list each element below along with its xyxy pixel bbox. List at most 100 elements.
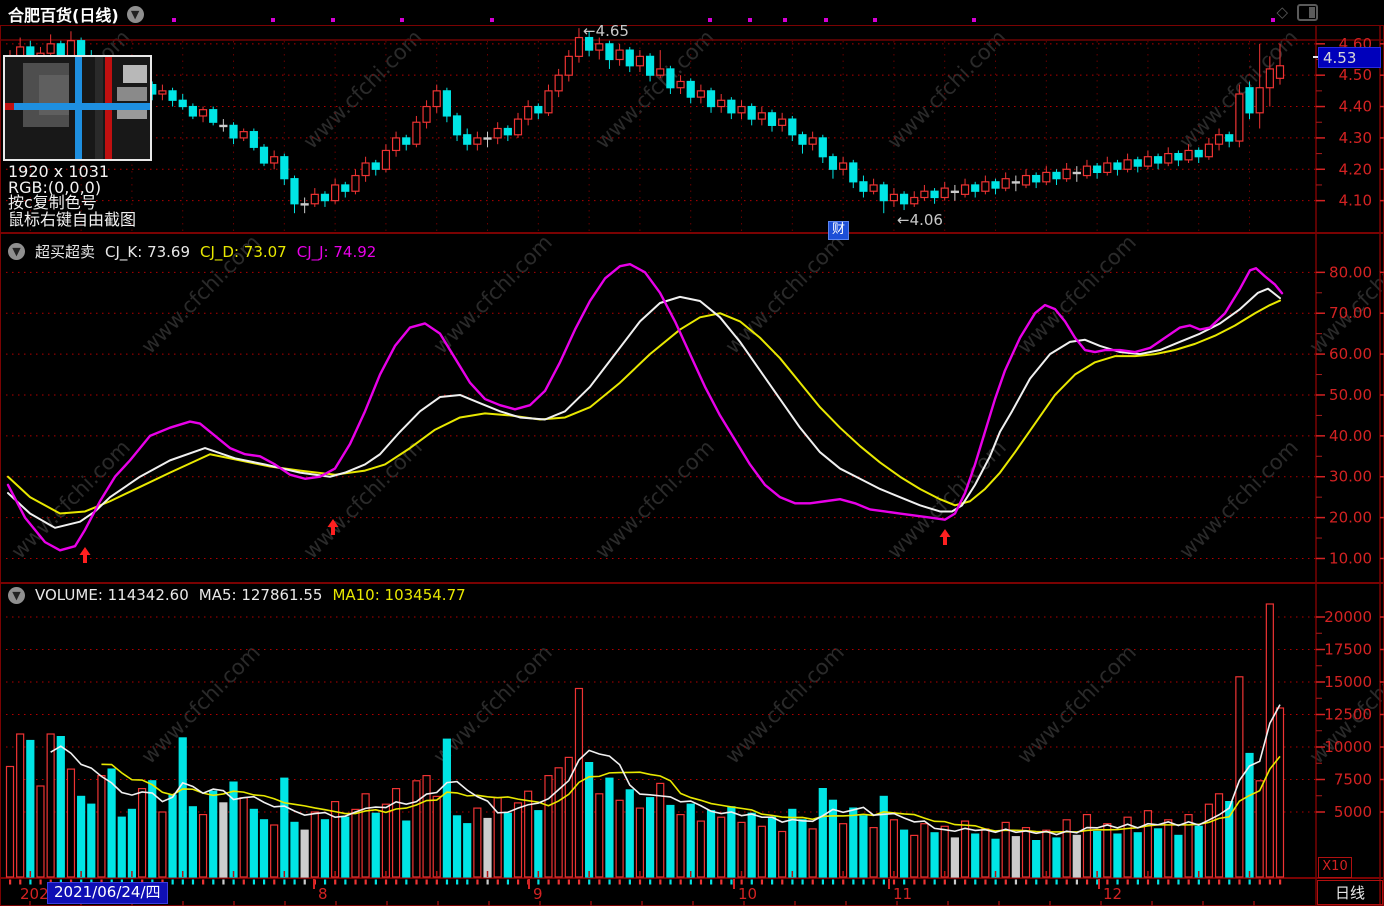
volume-bar (1032, 839, 1041, 878)
watermark: www.cfchi.com (721, 640, 849, 768)
volume-bar (1011, 836, 1020, 878)
watermark: www.cfchi.com (1013, 640, 1141, 768)
candle-body (1214, 134, 1224, 145)
volume-bar (219, 802, 228, 878)
axis-tick-label: 12500 (1324, 706, 1372, 724)
candle-body (859, 181, 868, 192)
candle-body (77, 40, 86, 57)
candle-body (666, 68, 675, 89)
day-tick (263, 879, 266, 885)
watermark: www.cfchi.com (883, 25, 1011, 153)
candle-body (1275, 65, 1285, 79)
candle-body (473, 137, 482, 145)
candle-body (463, 134, 472, 145)
day-tick (659, 879, 662, 885)
axis-tick-label: 4.10 (1339, 192, 1372, 210)
day-tick (1025, 879, 1028, 885)
candle-body (300, 203, 309, 206)
volume-bar (524, 790, 533, 878)
day-tick (202, 879, 205, 885)
copy-hint: 按c复制色号 (8, 193, 97, 212)
day-tick (293, 879, 296, 885)
watermark: www.cfchi.com (1175, 435, 1303, 563)
volume-bar (168, 794, 177, 878)
volume-bar (503, 812, 512, 878)
volume-bar (808, 828, 817, 878)
volume-bar (828, 799, 838, 878)
volume-bar (1164, 819, 1173, 878)
volume-bar (554, 767, 563, 878)
day-tick (577, 879, 581, 885)
diamond-icon[interactable]: ◇ (1276, 3, 1288, 21)
day-tick (466, 879, 469, 885)
split-window-icon[interactable] (1297, 3, 1318, 21)
stock-title: 合肥百货(日线) (8, 6, 119, 25)
volume-bar (259, 819, 269, 878)
day-tick (395, 879, 398, 885)
magnified-pixels (117, 107, 147, 119)
candle-body (503, 127, 512, 136)
axis-tick-label: 7500 (1334, 771, 1372, 789)
candle-body (381, 149, 391, 170)
day-tick (476, 879, 479, 885)
kdj-d-value: CJ_D: 73.07 (200, 242, 287, 261)
event-dot (331, 18, 335, 22)
volume-bar (361, 793, 370, 878)
watermark: www.cfchi.com (429, 230, 557, 358)
volume-bar (1245, 752, 1254, 878)
volume-bar (320, 819, 330, 878)
candle-body (595, 43, 604, 51)
resolution-readout: 1920 x 1031 (8, 162, 110, 181)
volume-bar (280, 777, 289, 878)
volume-bar (188, 806, 197, 878)
volume-bar (971, 833, 980, 878)
day-tick (1218, 879, 1221, 885)
collapse-panel-icon[interactable]: ▼ (8, 586, 25, 604)
candle-body (432, 90, 441, 108)
kdj-k-value: CJ_K: 73.69 (105, 242, 191, 261)
candle-body (981, 181, 990, 192)
day-tick (1258, 879, 1261, 885)
volume-bars (5, 603, 1285, 878)
candle-body (554, 74, 563, 92)
axis-tick-label: 80.00 (1329, 263, 1372, 281)
day-tick (699, 879, 703, 885)
candle-body (869, 184, 878, 192)
axis-tick-label: 70.00 (1329, 304, 1372, 322)
day-tick (649, 879, 652, 885)
month-label: 11 (893, 885, 913, 903)
day-tick (588, 879, 591, 885)
candlestick-series (5, 28, 1285, 214)
finance-badge[interactable]: 财 (828, 221, 849, 240)
day-tick (689, 879, 692, 885)
day-tick (29, 879, 32, 885)
day-tick (933, 879, 936, 885)
day-tick (181, 879, 184, 885)
collapse-panel-icon[interactable]: ▼ (8, 243, 25, 260)
watermark-layer: www.cfchi.com www.cfchi.com www.cfchi.com w… (7, 25, 1384, 768)
watermark: www.cfchi.com (299, 435, 427, 563)
candle-body (778, 118, 787, 126)
month-label: 10 (738, 885, 758, 903)
chevron-down-icon[interactable]: ▼ (126, 5, 144, 23)
volume-bar (473, 807, 482, 878)
candle-body (991, 181, 1000, 189)
title-bar: 合肥百货(日线) ▼ (8, 3, 144, 25)
volume-bar (97, 774, 106, 878)
day-tick (445, 879, 449, 885)
volume-bar (137, 787, 147, 878)
volume-bar (696, 820, 705, 878)
candle-body (1133, 159, 1142, 167)
selected-date[interactable]: 2021/06/24/四 (47, 882, 168, 904)
day-tick (283, 879, 286, 885)
volume-header: ▼ VOLUME: 114342.60 MA5: 127861.55 MA10:… (8, 586, 466, 604)
time-axis-bar[interactable] (0, 879, 1384, 906)
volume-bar (56, 735, 65, 878)
volume-bar (879, 795, 888, 878)
volume-bar (46, 733, 55, 878)
volume-bar (635, 807, 645, 878)
kdj-title[interactable]: 超买超卖 (35, 243, 96, 261)
candle-body (1225, 134, 1234, 142)
period-selector[interactable]: 日线 (1317, 880, 1383, 905)
